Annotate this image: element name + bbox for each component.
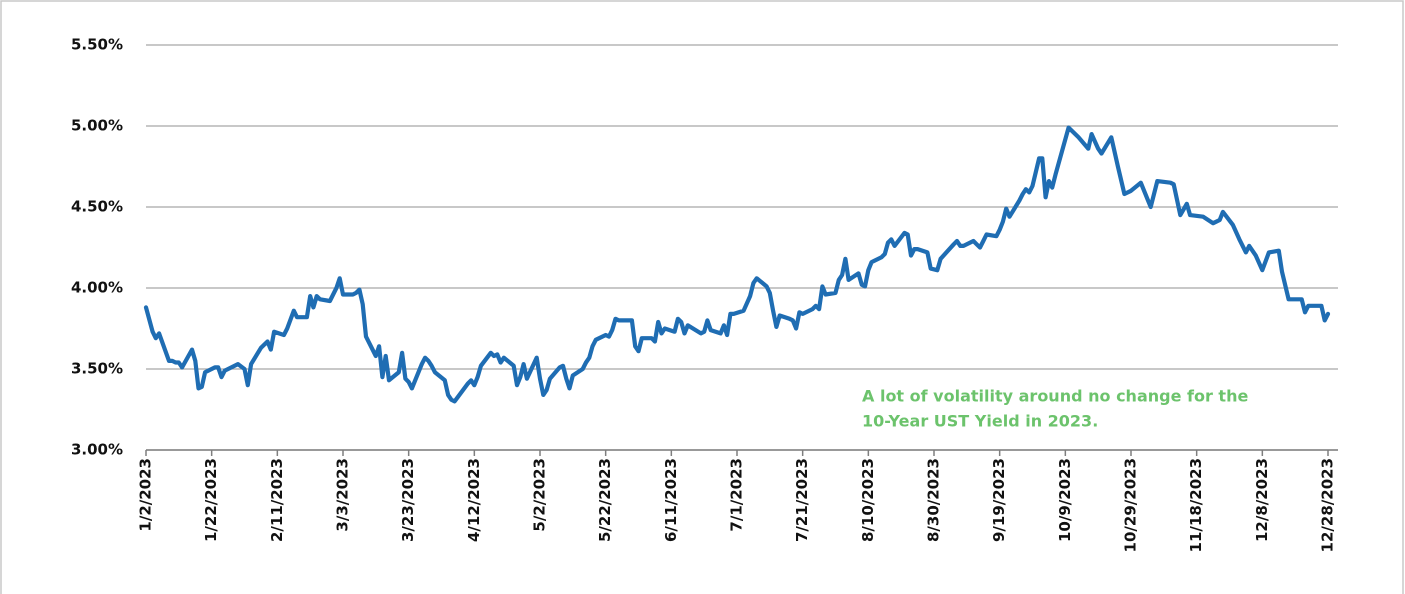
y-tick-label: 3.50% [71, 360, 123, 378]
annotation: 10-Year UST Yield in 2023. [862, 412, 1098, 431]
x-tick-label: 6/11/2023 [662, 458, 680, 542]
x-tick-label: 3/23/2023 [399, 458, 417, 542]
x-tick-label: 4/12/2023 [465, 458, 483, 542]
x-tick-label: 5/2/2023 [531, 458, 549, 532]
x-tick-label: 1/2/2023 [137, 458, 155, 532]
yield-line [143, 125, 1331, 404]
x-tick-label: 7/21/2023 [793, 458, 811, 542]
x-tick-label: 2/11/2023 [268, 458, 286, 542]
y-tick-label: 5.00% [71, 117, 123, 135]
x-tick-label: 10/9/2023 [1056, 458, 1074, 542]
x-tick-label: 3/3/2023 [334, 458, 352, 532]
x-tick-label: 1/22/2023 [202, 458, 220, 542]
x-tick-label: 8/10/2023 [859, 458, 877, 542]
y-tick-label: 4.50% [71, 198, 123, 216]
x-tick-label: 9/19/2023 [990, 458, 1008, 542]
x-tick-label: 11/18/2023 [1187, 458, 1205, 552]
x-tick-label: 12/28/2023 [1319, 458, 1337, 552]
y-tick-label: 3.00% [71, 441, 123, 459]
x-tick-label: 10/29/2023 [1122, 458, 1140, 552]
y-tick-label: 4.00% [71, 279, 123, 297]
annotation: A lot of volatility around no change for… [862, 387, 1248, 406]
x-tick-label: 7/1/2023 [728, 458, 746, 532]
x-tick-label: 8/30/2023 [925, 458, 943, 542]
x-tick-label: 5/22/2023 [596, 458, 614, 542]
y-tick-label: 5.50% [71, 36, 123, 54]
x-tick-label: 12/8/2023 [1253, 458, 1271, 542]
